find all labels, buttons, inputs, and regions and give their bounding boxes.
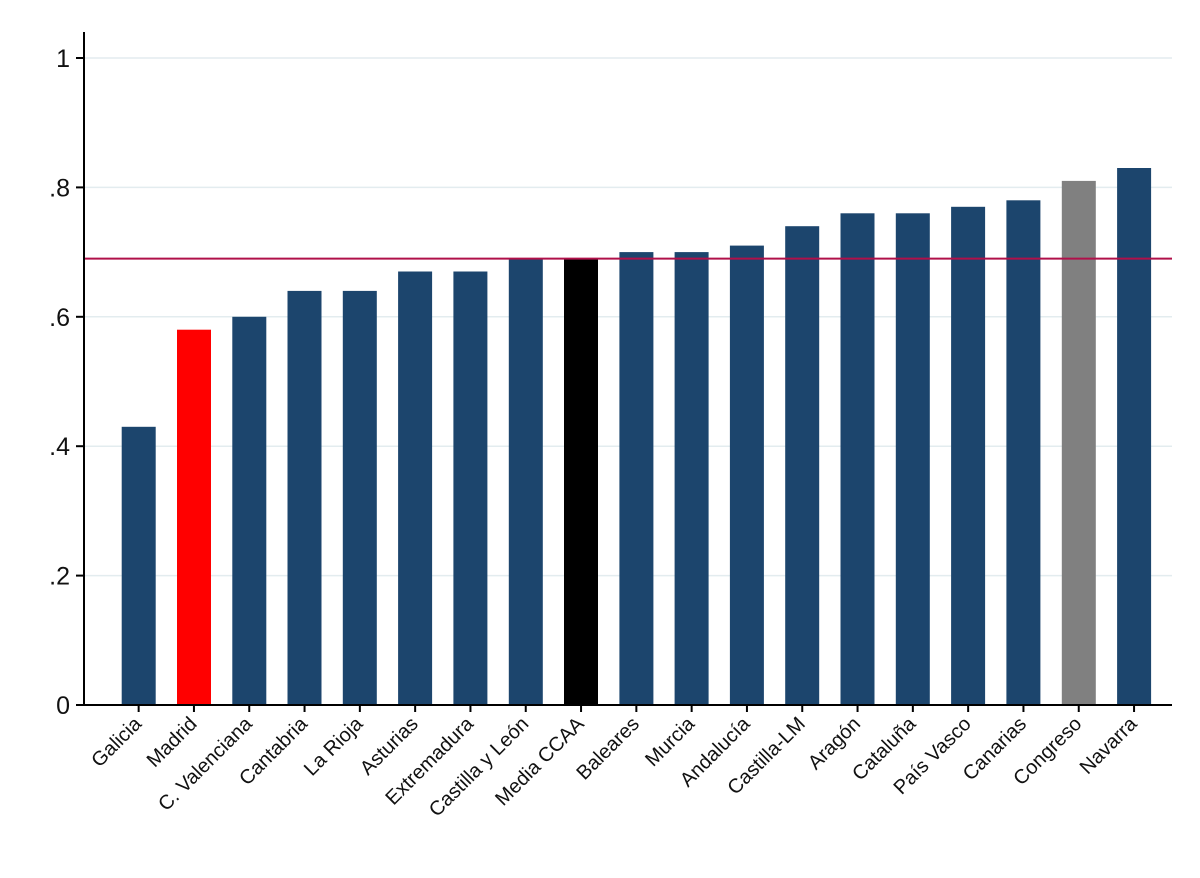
bar-castilla-y-le-n xyxy=(508,258,543,705)
bar-congreso xyxy=(1061,180,1096,705)
y-tick-labels: 0 .2 .4 .6 .8 1 xyxy=(49,45,70,720)
bar-media-ccaa xyxy=(564,258,598,705)
bar-pa-s-vasco xyxy=(951,206,986,706)
x-tick-label: Castilla y León xyxy=(425,713,533,821)
y-tick-label: 1 xyxy=(56,45,70,73)
axes xyxy=(76,32,1172,712)
bar-navarra xyxy=(1117,168,1152,705)
bar-asturias xyxy=(398,271,433,705)
bar-canarias xyxy=(1006,200,1041,706)
bar-catalu-a xyxy=(895,213,930,706)
bar-andaluc-a xyxy=(729,245,764,705)
y-tick-label: .6 xyxy=(49,304,70,332)
bar-arag-n xyxy=(840,213,875,706)
y-tick-label: .2 xyxy=(49,563,70,591)
bar-cantabria xyxy=(287,290,322,705)
bar-galicia xyxy=(121,426,156,705)
bars xyxy=(121,168,1152,706)
bar-extremadura xyxy=(453,271,488,705)
bar-castilla-lm xyxy=(785,226,820,705)
x-tick-label: Galicia xyxy=(87,712,146,771)
bar-la-rioja xyxy=(342,290,377,705)
bar-baleares xyxy=(619,252,654,705)
x-tick-label: Navarra xyxy=(1076,712,1142,778)
y-tick-label: .4 xyxy=(49,433,70,461)
bar-murcia xyxy=(674,252,709,705)
y-tick-label: 0 xyxy=(56,692,70,720)
x-tick-label: La Rioja xyxy=(300,712,368,780)
bar-c-valenciana xyxy=(232,316,267,705)
bar-madrid xyxy=(177,329,211,705)
y-tick-label: .8 xyxy=(49,174,70,202)
